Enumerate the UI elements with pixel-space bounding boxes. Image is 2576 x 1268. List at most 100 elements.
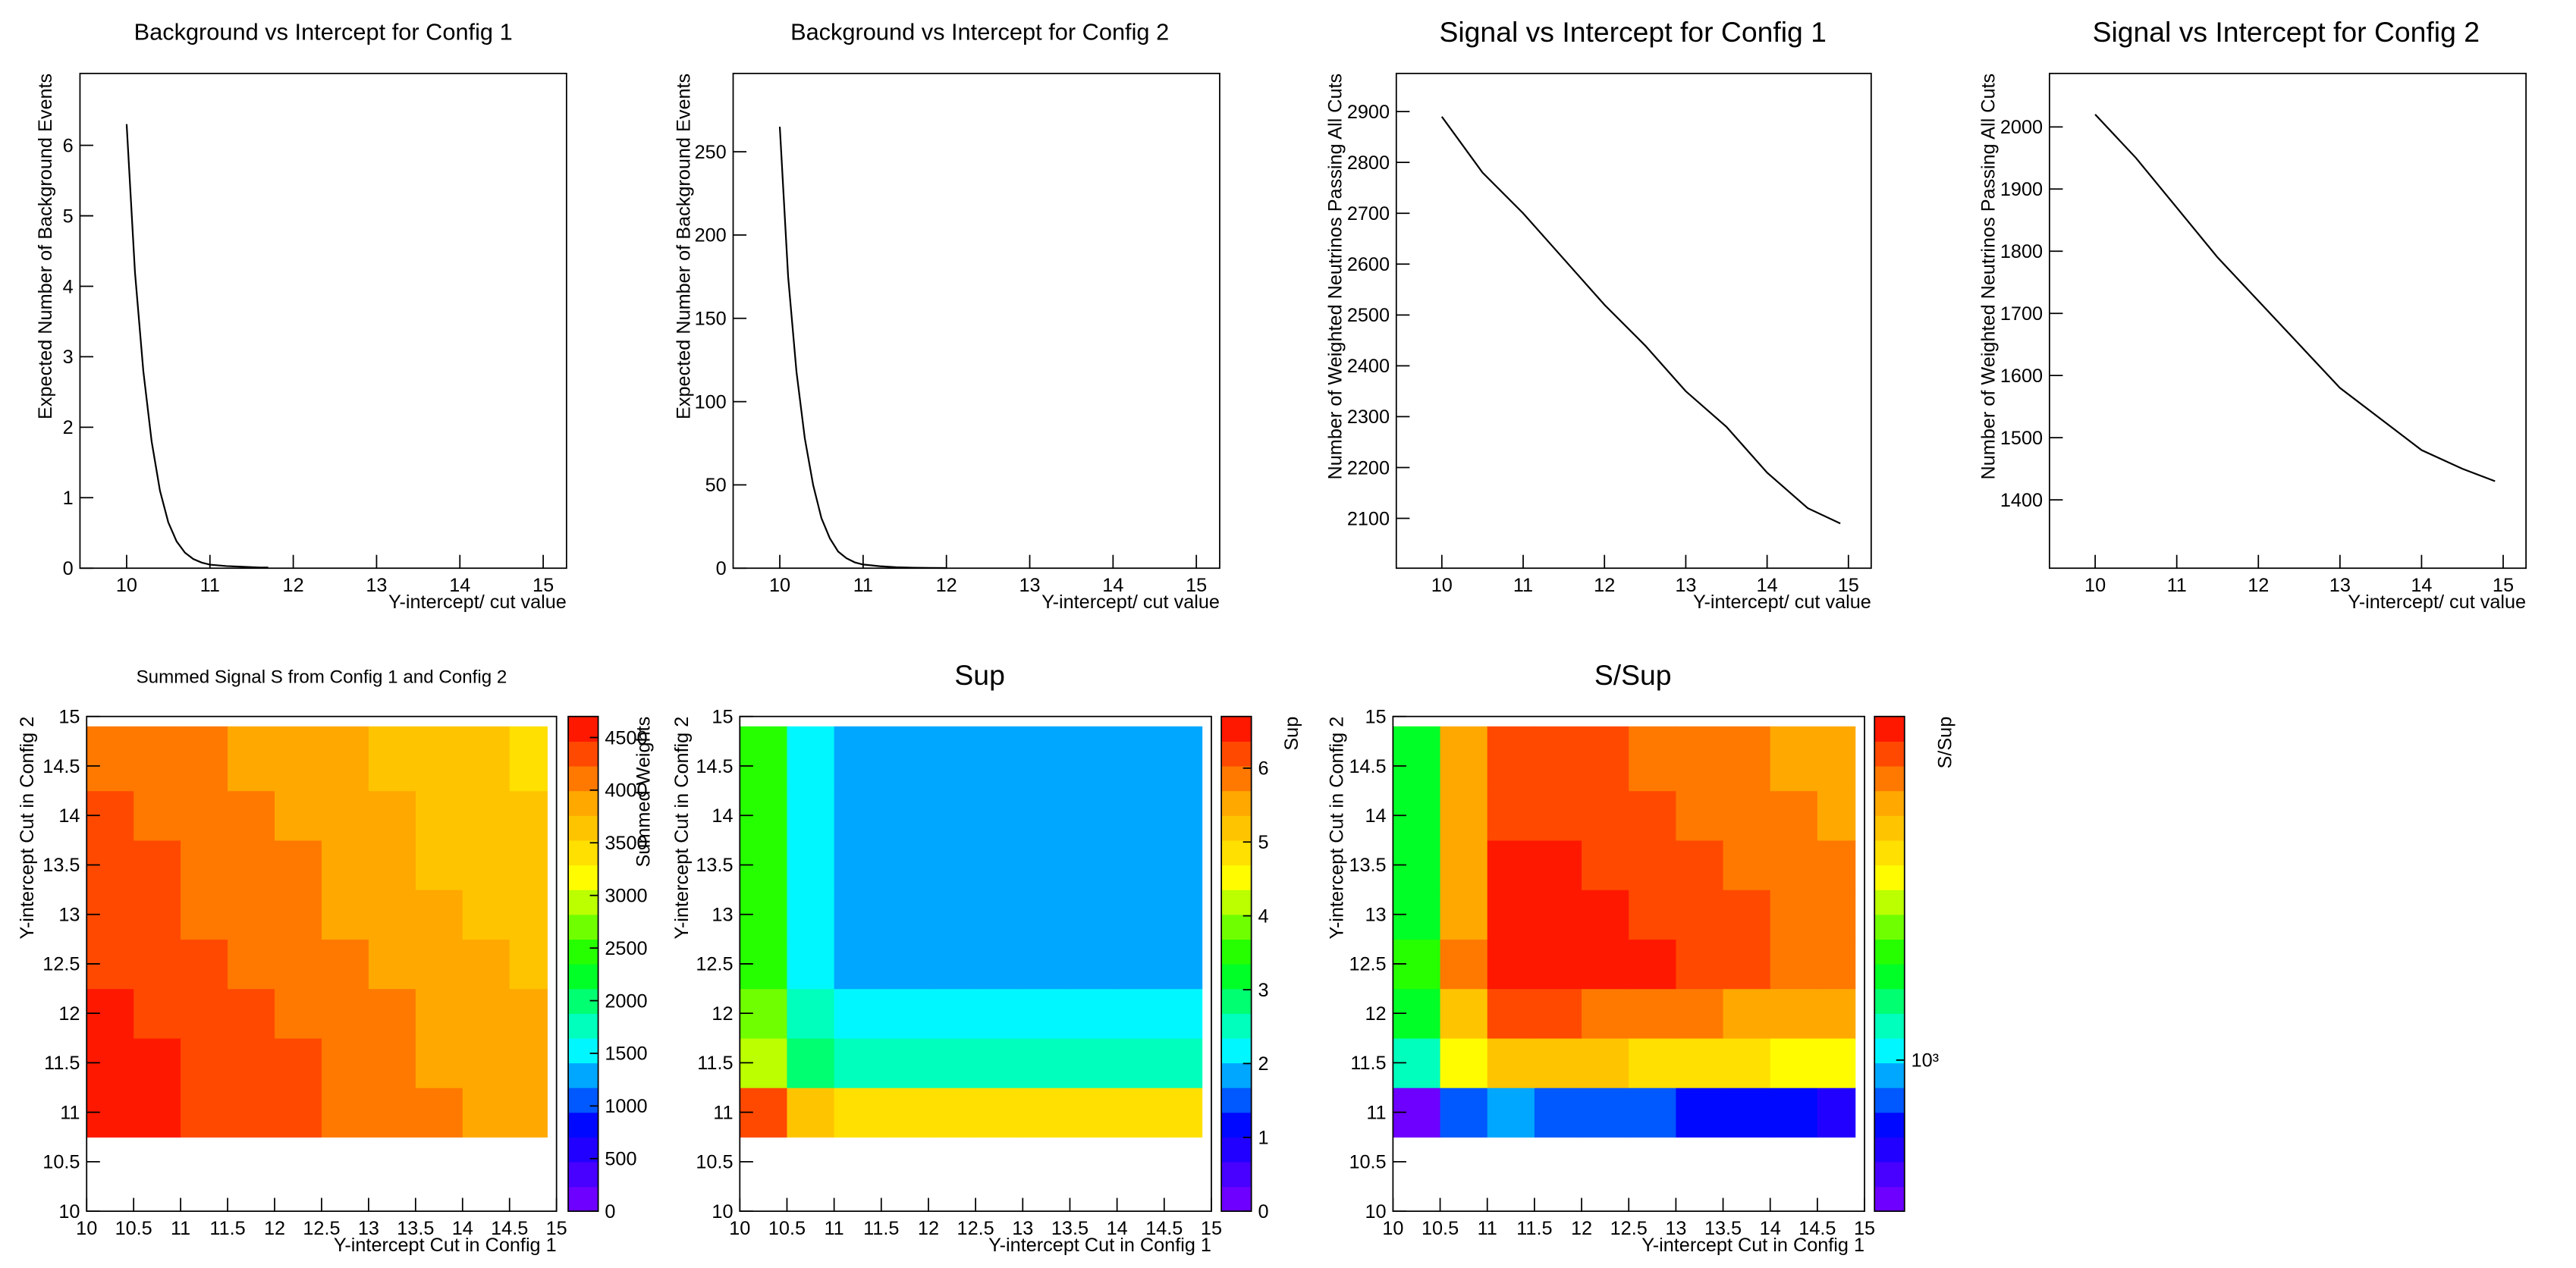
y-tick-label: 13.5 — [42, 855, 80, 876]
x-tick-label: 14.5 — [1798, 1218, 1836, 1239]
heatmap-cell — [1629, 1088, 1677, 1138]
heatmap-cell — [134, 840, 181, 890]
heatmap-cell — [1440, 988, 1488, 1039]
colorbar-band — [1221, 1062, 1252, 1088]
colorbar-frame — [1874, 715, 1905, 1213]
heatmap-cell — [1070, 1037, 1118, 1088]
heatmap-cell — [462, 890, 510, 940]
y-tick-label: 12.5 — [696, 954, 733, 975]
heatmap-cell — [1817, 890, 1856, 940]
x-tick-label: 14.5 — [1145, 1218, 1183, 1239]
heatmap-cell — [834, 1037, 882, 1088]
y-tick-label: 12 — [58, 1003, 80, 1025]
x-tick-label: 13 — [1665, 1218, 1686, 1239]
x-tick-label: 11 — [1513, 575, 1533, 596]
heatmap-cell — [1817, 726, 1856, 792]
colorbar-band — [1221, 890, 1252, 915]
y-tick-label: 1 — [63, 488, 74, 509]
heatmap-cell — [1023, 790, 1071, 841]
heatmap-cell — [275, 726, 322, 792]
heatmap-cell — [368, 726, 416, 792]
x-tick-label: 10.5 — [115, 1218, 152, 1239]
colorbar-tick-label: 10³ — [1912, 1050, 1940, 1072]
heatmap-cell — [975, 726, 1023, 792]
heatmap-cell — [1023, 1037, 1071, 1088]
heatmap-cell — [1723, 939, 1771, 990]
x-tick-label: 14 — [2411, 575, 2432, 596]
x-tick-label: 13 — [1675, 575, 1696, 596]
y-tick-label: 10 — [1365, 1201, 1387, 1222]
heatmap-cell — [1164, 726, 1203, 792]
y-axis-label: Y-intercept Cut in Config 2 — [671, 717, 693, 940]
colorbar-tick-label: 4500 — [605, 727, 647, 749]
x-tick-label: 11.5 — [863, 1218, 899, 1239]
y-axis-label: Y-intercept Cut in Config 2 — [17, 717, 38, 940]
colorbar-band — [1874, 1161, 1905, 1188]
heatmap-cell — [975, 1088, 1023, 1138]
colorbar-band — [1874, 1013, 1905, 1039]
y-tick-label: 10.5 — [42, 1152, 80, 1173]
colorbar-band — [1874, 963, 1905, 990]
colorbar-band — [1874, 1186, 1905, 1212]
colorbar-band — [568, 914, 598, 940]
x-tick-label: 14 — [1107, 1218, 1128, 1239]
y-tick-label: 0 — [716, 558, 727, 579]
x-tick-label: 15 — [2493, 575, 2514, 596]
x-axis-label: Y-intercept Cut in Config 1 — [988, 1235, 1211, 1256]
heatmap-cell — [1164, 939, 1203, 990]
colorbar-band — [1874, 1088, 1905, 1113]
heatmap-cell — [1582, 840, 1629, 890]
colorbar-band — [1221, 1186, 1252, 1212]
heatmap-cell — [881, 790, 929, 841]
heatmap-cell — [134, 890, 181, 940]
heatmap-cell — [1117, 988, 1165, 1039]
colorbar-band — [1874, 939, 1905, 965]
heatmap-cell — [834, 790, 882, 841]
heatmap-cell — [134, 939, 181, 990]
y-tick-label: 11.5 — [44, 1053, 80, 1074]
colorbar-band — [1221, 963, 1252, 990]
colorbar-band — [1221, 765, 1252, 792]
heatmap-cell — [228, 726, 275, 792]
heatmap-cell — [321, 890, 369, 940]
heatmap-cell — [928, 1037, 976, 1088]
x-tick-label: 10 — [76, 1218, 97, 1239]
plot-frame — [79, 72, 567, 570]
heatmap-cell — [275, 890, 322, 940]
y-tick-label: 12 — [1365, 1003, 1387, 1025]
heatmap-cell — [275, 988, 322, 1039]
y-tick-label: 13.5 — [1349, 855, 1386, 876]
y-axis-label: Number of Weighted Neutrinos Passing All… — [1978, 74, 1999, 480]
heatmap-cell — [975, 1037, 1023, 1088]
heatmap-cell — [1723, 1037, 1771, 1088]
y-tick-label: 13 — [58, 904, 80, 925]
x-tick-label: 13 — [366, 575, 387, 596]
y-tick-label: 2100 — [1347, 508, 1390, 529]
heatmap-cell — [881, 1088, 929, 1138]
heatmap-cell — [509, 939, 548, 990]
colorbar-band — [1221, 1137, 1252, 1163]
heatmap-cell — [834, 726, 882, 792]
heatmap-cell — [415, 840, 463, 890]
heatmap-cell — [181, 1088, 228, 1138]
x-tick-label: 11 — [853, 575, 873, 596]
heatmap-cell — [1629, 988, 1677, 1039]
heatmap-cell — [134, 726, 181, 792]
heatmap-cell — [1723, 840, 1771, 890]
y-tick-label: 2700 — [1347, 203, 1390, 224]
colorbar-band — [1221, 1088, 1252, 1113]
colorbar-band — [568, 1013, 598, 1039]
colorbar-band — [568, 815, 598, 841]
heatmap-cell — [275, 939, 322, 990]
colorbar-band — [1874, 865, 1905, 890]
colorbar-tick-label: 6 — [1258, 758, 1268, 780]
y-axis-label: Expected Number of Background Events — [35, 74, 56, 419]
x-tick-label: 11 — [2167, 575, 2187, 596]
heatmap-cell — [415, 988, 463, 1039]
data-line — [778, 127, 947, 570]
heatmap-cell — [1582, 890, 1629, 940]
y-tick-label: 12 — [712, 1003, 733, 1025]
heatmap-cell — [975, 939, 1023, 990]
heatmap-cell — [1629, 790, 1677, 841]
